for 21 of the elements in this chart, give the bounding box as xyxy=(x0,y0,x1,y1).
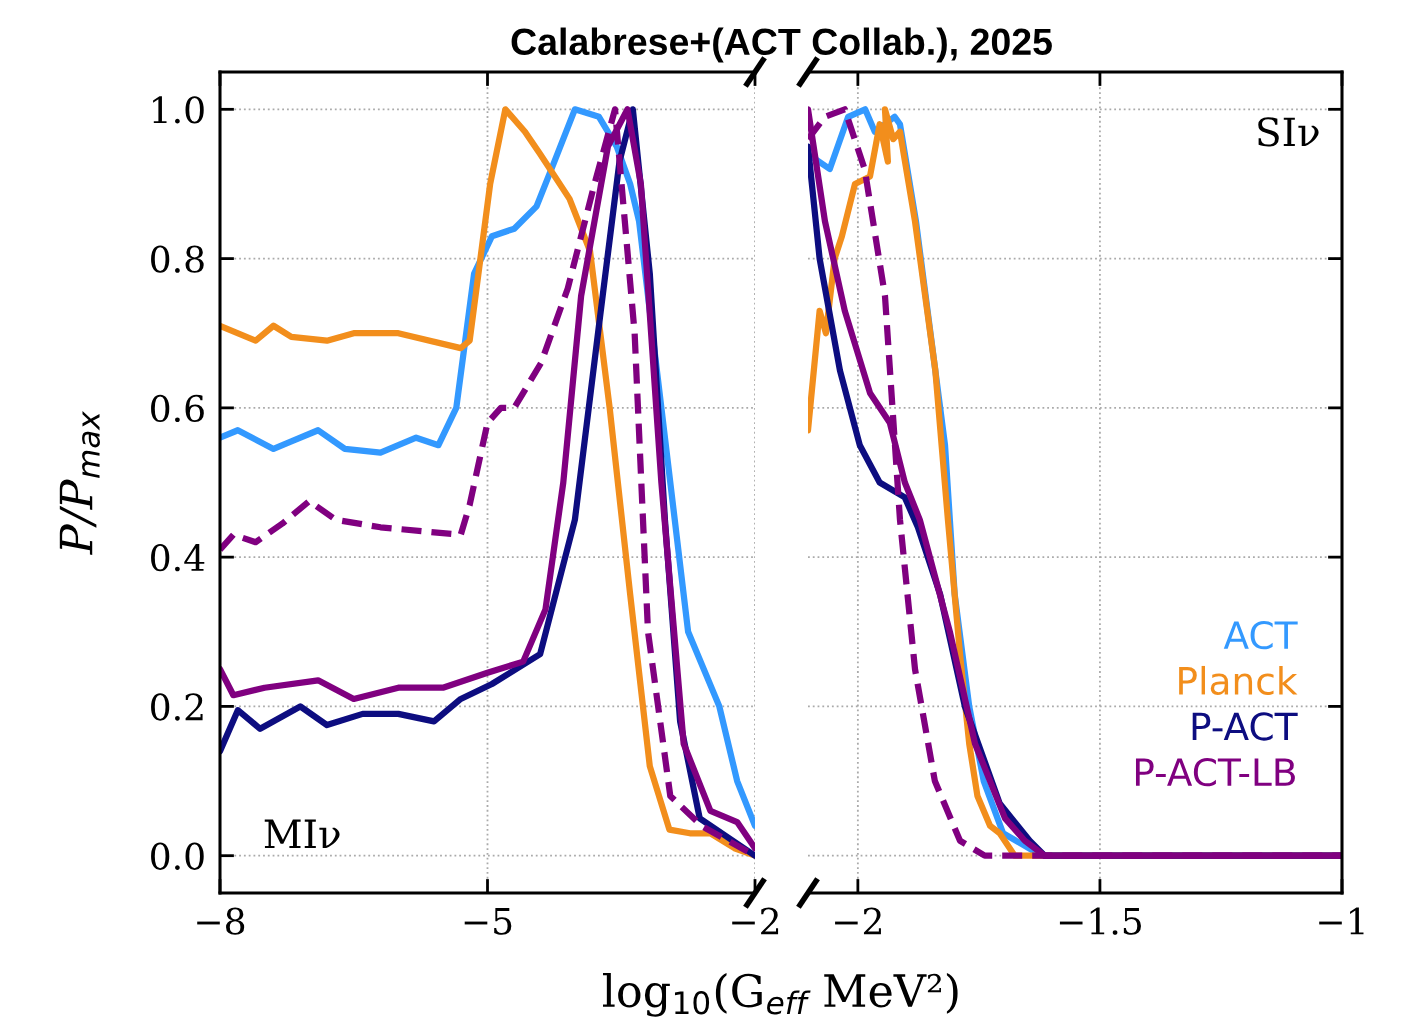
series-label: P-ACT-LB xyxy=(1135,757,1295,787)
y-tick-label: 0.4 xyxy=(151,544,205,572)
x-axis-title: log$_{10}$(G$_{eff}$ MeV²) xyxy=(603,973,958,1017)
x-tick-label: −5 xyxy=(464,908,512,935)
x-tick-label: −8 xyxy=(197,907,245,935)
text: ACT xyxy=(1223,620,1298,650)
x-tick-label: −2 xyxy=(732,907,779,935)
annotation: SIν xyxy=(1258,117,1319,147)
x-tick-label: −2 xyxy=(835,907,881,935)
y-tick-label: 1.0 xyxy=(153,96,204,124)
y-tick-label: 0.8 xyxy=(151,245,204,273)
x-tick-label: −1 xyxy=(1319,907,1364,935)
y-tick-label: 0.2 xyxy=(151,693,203,721)
y-tick-label: 0.0 xyxy=(151,842,204,870)
text: Planck xyxy=(1179,665,1298,695)
text: P-ACT xyxy=(1192,712,1298,741)
y-axis-title: P/P$_{max}$ xyxy=(59,410,100,555)
annotation: MIν xyxy=(264,819,340,848)
x-tick-label: −1.5 xyxy=(1059,907,1141,935)
chart-title: Calabrese+(ACT Collab.), 2025 xyxy=(511,27,1052,63)
y-tick-label: 0.6 xyxy=(151,394,204,423)
